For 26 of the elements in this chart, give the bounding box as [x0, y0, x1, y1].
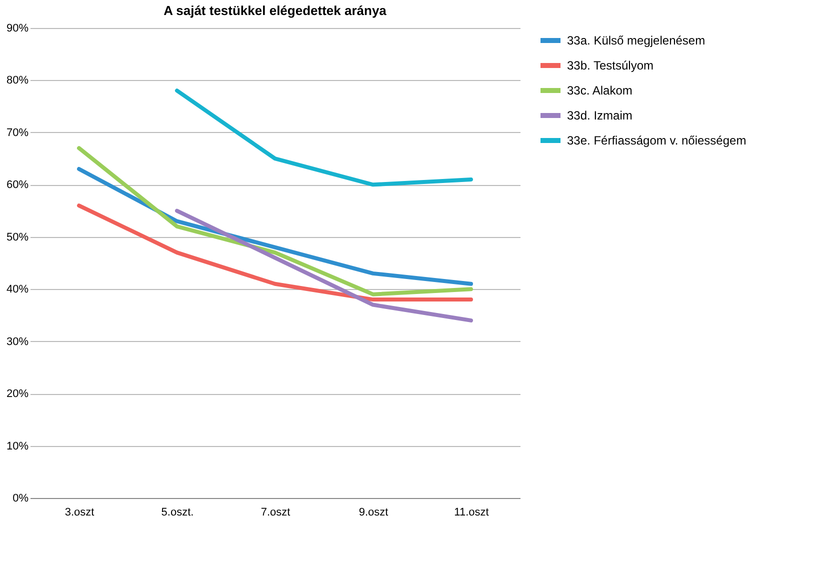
y-tick-label: 50% — [6, 231, 29, 244]
line-series — [175, 208, 473, 322]
legend-label: 33b. Testsúlyom — [567, 58, 654, 72]
legend-label: 33c. Alakom — [567, 84, 632, 98]
line-series — [77, 204, 473, 302]
legend-label: 33a. Külső megjelenésem — [567, 34, 706, 48]
x-tick-label: 3.oszt — [64, 506, 94, 518]
y-tick-label: 40% — [6, 284, 29, 296]
legend-label: 33e. Férfiasságom v. nőiességem — [567, 134, 746, 148]
y-tick-label: 30% — [6, 336, 29, 348]
y-tick-label: 20% — [6, 388, 29, 400]
y-tick-label: 0% — [12, 492, 29, 504]
y-tick-label: 90% — [6, 22, 29, 34]
y-tick-label: 80% — [6, 74, 29, 87]
x-tick-label: 9.oszt — [358, 506, 388, 518]
line-series — [175, 88, 473, 187]
legend-label: 33d. Izmaim — [567, 108, 632, 122]
line-series — [77, 146, 473, 296]
x-tick-label: 7.oszt — [260, 506, 290, 518]
chart-title: A saját testükkel elégedettek aránya — [164, 3, 388, 18]
x-tick-label: 5.oszt. — [161, 506, 194, 518]
y-tick-label: 60% — [6, 179, 29, 192]
x-tick-label: 11.oszt — [454, 506, 489, 518]
y-tick-label: 10% — [6, 440, 29, 452]
line-series — [77, 167, 473, 286]
y-tick-label: 70% — [6, 126, 29, 139]
